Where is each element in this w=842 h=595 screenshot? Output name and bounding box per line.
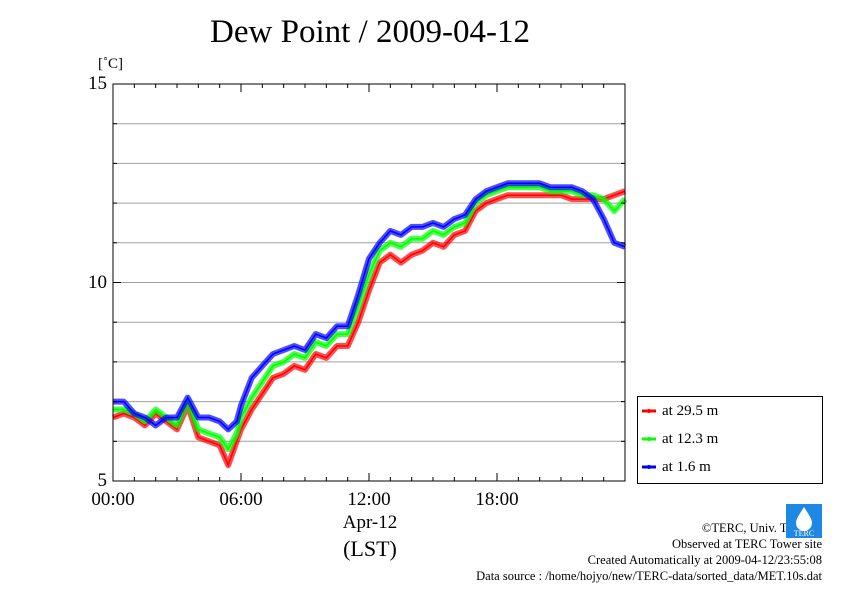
- credit-line-source: Data source : /home/hojyo/new/TERC-data/…: [476, 569, 822, 583]
- x-tick-label: 12:00: [347, 489, 391, 510]
- legend-item: at 1.6 m: [642, 453, 711, 481]
- legend-swatch: [642, 409, 656, 413]
- series-line-2: [113, 182, 626, 431]
- y-tick-label: 5: [97, 470, 108, 491]
- terc-logo-icon: TERC: [786, 504, 822, 538]
- x-tick-label: 18:00: [475, 489, 519, 510]
- series-band-1: [113, 184, 628, 453]
- date-label: Apr-12: [342, 512, 398, 533]
- y-tick-label: 15: [88, 73, 107, 94]
- svg-text:TERC: TERC: [794, 529, 814, 538]
- legend-item: at 29.5 m: [642, 397, 718, 425]
- legend-label: at 12.3 m: [662, 430, 719, 447]
- credit-line-copyright: ©TERC, Univ. Tsukuba: [701, 521, 822, 535]
- series-line-1: [113, 186, 626, 451]
- series-lines: [111, 180, 628, 469]
- series-line-0: [112, 190, 626, 468]
- series-band-0: [111, 188, 627, 469]
- legend-swatch: [642, 437, 656, 441]
- legend-label: at 29.5 m: [662, 402, 719, 419]
- legend-item: at 12.3 m: [642, 425, 718, 453]
- x-tick-label: 00:00: [91, 489, 135, 510]
- series-band-2: [113, 180, 627, 433]
- grid-lines: [113, 123, 625, 442]
- y-axis-unit: [˚C]: [98, 56, 123, 72]
- credit-line-site: Observed at TERC Tower site: [671, 537, 822, 551]
- timezone-label: (LST): [343, 536, 397, 561]
- x-tick-label: 06:00: [219, 489, 263, 510]
- legend: at 29.5 m at 12.3 m at 1.6 m: [637, 396, 823, 484]
- chart-title: Dew Point / 2009-04-12: [210, 14, 530, 50]
- y-tick-label: 10: [88, 271, 107, 293]
- credit-line-created: Created Automatically at 2009-04-12/23:5…: [587, 553, 822, 567]
- legend-swatch: [642, 465, 656, 469]
- credits: ©TERC, Univ. Tsukuba Observed at TERC To…: [476, 520, 822, 584]
- axis-ticks: [112, 83, 626, 482]
- legend-label: at 1.6 m: [662, 458, 711, 475]
